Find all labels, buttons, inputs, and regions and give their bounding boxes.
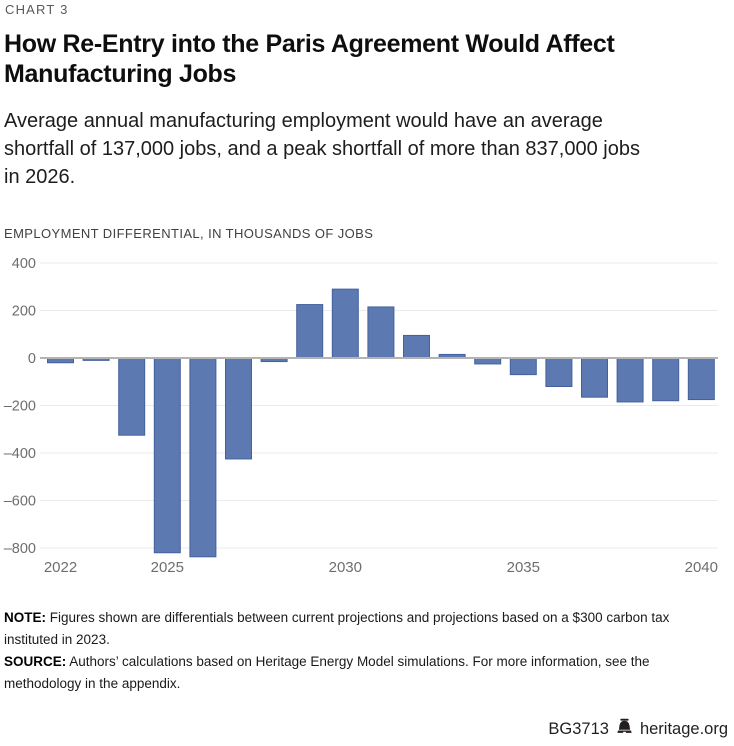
bar-2027 <box>225 357 252 460</box>
source-line: SOURCE: Authors’ calculations based on H… <box>4 651 718 695</box>
y-tick-label-200: 200 <box>12 304 36 320</box>
bar-2031 <box>367 306 395 359</box>
x-tick-label-2035: 2035 <box>507 559 540 576</box>
subtitle-line-2: shortfall of 137,000 jobs, and a peak sh… <box>4 138 640 160</box>
y-tick-label--400: –400 <box>4 446 36 462</box>
y-tick-label-400: 400 <box>12 256 36 272</box>
note-text: Figures shown are differentials between … <box>4 610 670 647</box>
page-title: How Re-Entry into the Paris Agreement Wo… <box>4 29 704 89</box>
credit-line: BG3713 heritage.org <box>548 718 728 740</box>
bar-2040 <box>687 357 715 401</box>
bar-2036 <box>545 357 573 387</box>
heritage-bell-icon <box>616 718 633 740</box>
note-label: NOTE: <box>4 610 46 625</box>
y-axis-label: EMPLOYMENT DIFFERENTIAL, IN THOUSANDS OF… <box>4 226 374 241</box>
bar-2032 <box>403 334 430 359</box>
bar-2039 <box>652 357 680 402</box>
bar-2038 <box>616 357 644 403</box>
website-text: heritage.org <box>639 719 728 738</box>
y-tick-label--800: –800 <box>4 541 36 557</box>
title-line-1: How Re-Entry into the Paris Agreement Wo… <box>4 30 615 58</box>
note-line: NOTE: Figures shown are differentials be… <box>4 607 718 651</box>
report-id: BG3713 <box>548 719 609 738</box>
chart-number-kicker: CHART 3 <box>5 2 69 17</box>
bar-2024 <box>118 357 146 436</box>
x-tick-label-2040: 2040 <box>685 559 718 576</box>
y-tick-label--600: –600 <box>4 494 36 510</box>
bar-2029 <box>296 304 324 359</box>
title-line-2: Manufacturing Jobs <box>4 60 237 88</box>
y-tick-label--200: –200 <box>4 399 36 415</box>
source-text: Authors’ calculations based on Heritage … <box>4 654 650 691</box>
subtitle-line-1: Average annual manufacturing employment … <box>4 110 603 132</box>
bar-2026 <box>189 357 217 558</box>
footnotes: NOTE: Figures shown are differentials be… <box>4 607 718 695</box>
bar-2037 <box>581 357 608 398</box>
source-label: SOURCE: <box>4 654 67 669</box>
bar-chart: 400 200 0 –200 –400 –600 –800 2022 2025 2030 2035 2… <box>4 256 718 576</box>
chart-subtitle: Average annual manufacturing employment … <box>4 107 732 191</box>
bar-2030 <box>331 288 359 359</box>
subtitle-line-3: in 2026. <box>4 166 76 188</box>
bar-2025 <box>153 357 181 554</box>
y-tick-label-0: 0 <box>28 351 36 367</box>
x-tick-label-2030: 2030 <box>329 559 362 576</box>
x-tick-label-2022: 2022 <box>44 559 77 576</box>
bar-2035 <box>509 357 537 376</box>
x-tick-label-2025: 2025 <box>151 559 184 576</box>
